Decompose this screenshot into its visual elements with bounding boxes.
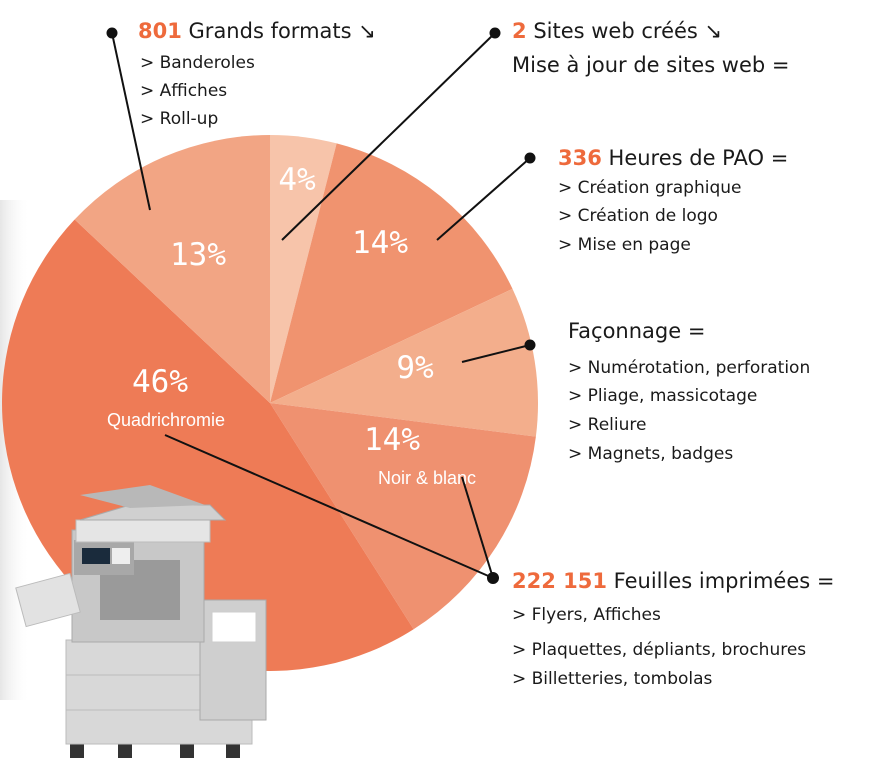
annotation-text: Façonnage = [568, 319, 705, 343]
annotation-item: > Plaquettes, dépliants, brochures [512, 640, 806, 660]
annotation-item: > Banderoles [140, 53, 255, 73]
pie-slice [270, 288, 538, 437]
annotation-item: > Pliage, massicotage [568, 386, 757, 406]
pie-slice [270, 143, 513, 403]
annotation-item: > Création de logo [558, 206, 718, 226]
annotation-item: > Billetteries, tombolas [512, 669, 713, 689]
annotation-text: Sites web créés ↘ [533, 19, 722, 43]
annotation-heading: 2 Sites web créés ↘ [512, 19, 722, 43]
annotation-item: > Mise en page [558, 235, 691, 255]
slice-name: Noir & blanc [378, 468, 476, 488]
annotation-item: > Création graphique [558, 178, 742, 198]
annotation-item: > Numérotation, perforation [568, 358, 810, 378]
annotation-item: > Flyers, Affiches [512, 605, 661, 625]
slice-label: 14% [352, 225, 408, 261]
annotation-item: > Reliure [568, 415, 646, 435]
annotation-text: Heures de PAO = [609, 146, 789, 170]
leader-lines [106, 27, 536, 584]
slice-label: 13% [170, 237, 226, 273]
annotation-item: > Affiches [140, 81, 227, 101]
annotations: 801 Grands formats ↘ > Banderoles > Affich… [138, 19, 834, 689]
annotation-item: Mise à jour de sites web = [512, 53, 790, 77]
annotation-number: 801 [138, 19, 182, 43]
annotation-heading: 222 151 Feuilles imprimées = [512, 569, 834, 593]
annotation-number: 2 [512, 19, 527, 43]
slice-label: 4% [278, 162, 316, 198]
slice-name: Quadrichromie [107, 410, 225, 430]
pie-slice [270, 403, 536, 630]
annotation-text: Grands formats ↘ [189, 19, 376, 43]
slice-label: 9% [396, 350, 434, 386]
annotation-heading: 801 Grands formats ↘ [138, 19, 376, 43]
printer-illustration [15, 485, 267, 758]
annotation-item: > Magnets, badges [568, 444, 733, 464]
slice-label: 46% [132, 364, 188, 400]
annotation-number: 222 151 [512, 569, 607, 593]
annotation-heading: 336 Heures de PAO = [558, 146, 788, 170]
annotation-item: > Roll-up [140, 109, 218, 129]
slice-label: 14% [364, 422, 420, 458]
pie-slice [74, 135, 270, 403]
annotation-heading: Façonnage = [568, 319, 705, 343]
annotation-text: Feuilles imprimées = [614, 569, 835, 593]
annotation-number: 336 [558, 146, 602, 170]
